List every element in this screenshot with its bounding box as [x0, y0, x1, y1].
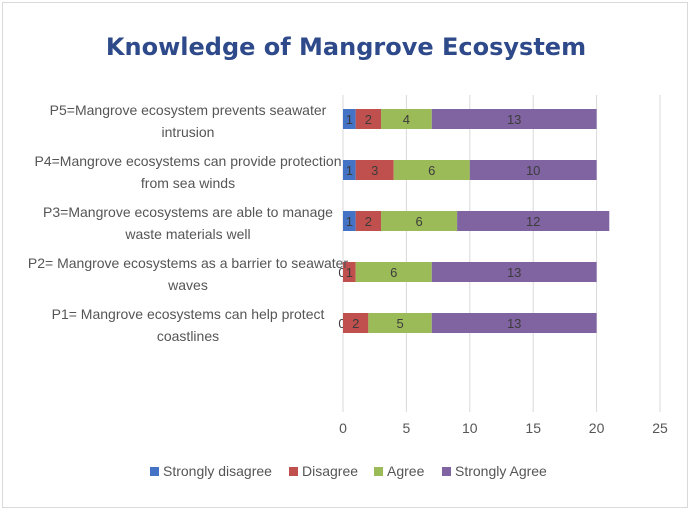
- category-label-line: from sea winds: [141, 175, 235, 191]
- bar-segment: [355, 211, 382, 231]
- category-label-line: P3=Mangrove ecosystems are able to manag…: [43, 204, 333, 220]
- legend-swatch: [442, 467, 451, 476]
- data-label: 3: [371, 163, 378, 178]
- category-label: P3=Mangrove ecosystems are able to manag…: [43, 204, 333, 242]
- bar-segments: 1 2 4 131 3 6 101 2 6 120 1 6 130 2 5 13: [338, 109, 610, 333]
- x-tick-label: 15: [525, 420, 541, 436]
- chart-frame: [2, 2, 688, 508]
- legend: Strongly disagree Disagree Agree Strongly A…: [150, 463, 547, 479]
- legend-label: Agree: [387, 463, 425, 479]
- data-label: 6: [390, 265, 397, 280]
- bar-segment: [431, 109, 597, 129]
- bar-segment: [393, 160, 470, 180]
- data-label: 13: [507, 112, 521, 127]
- data-label: 1: [346, 265, 353, 280]
- x-axis-ticks: 0 5 10 15 20 25: [339, 420, 668, 436]
- category-label-line: P2= Mangrove ecosystems as a barrier to …: [28, 255, 349, 271]
- category-labels: P5=Mangrove ecosystem prevents seawater i…: [28, 102, 349, 344]
- legend-label: Strongly disagree: [163, 463, 272, 479]
- data-label: 6: [415, 214, 422, 229]
- category-label-line: P1= Mangrove ecosystems can help protect: [52, 306, 325, 322]
- bar-segment: [355, 109, 382, 129]
- category-label-line: P4=Mangrove ecosystems can provide prote…: [35, 153, 342, 169]
- category-label-line: waste materials well: [124, 226, 250, 242]
- category-label: P2= Mangrove ecosystems as a barrier to …: [28, 255, 349, 293]
- legend-label: Strongly Agree: [455, 463, 547, 479]
- category-label: P5=Mangrove ecosystem prevents seawater i…: [50, 102, 327, 140]
- data-label: 1: [346, 112, 353, 127]
- bar-segment: [343, 313, 369, 333]
- data-label: 0: [338, 316, 345, 331]
- bar-segment: [431, 313, 597, 333]
- legend-swatch: [289, 467, 298, 476]
- bar-segment: [381, 211, 458, 231]
- bar-segment: [343, 262, 356, 282]
- x-tick-label: 0: [339, 420, 347, 436]
- bar-segment: [469, 160, 597, 180]
- bar-segment: [355, 262, 432, 282]
- bar-segment: [381, 109, 432, 129]
- data-label: 0: [338, 265, 345, 280]
- data-label: 10: [526, 163, 540, 178]
- data-label: 13: [507, 316, 521, 331]
- bar-segment: [368, 313, 432, 333]
- data-label: 1: [346, 214, 353, 229]
- bar-segment: [457, 211, 610, 231]
- x-tick-label: 5: [403, 420, 411, 436]
- data-label: 2: [365, 214, 372, 229]
- legend-swatch: [374, 467, 383, 476]
- bar-segment: [343, 160, 356, 180]
- data-label: 6: [428, 163, 435, 178]
- bar-segment: [355, 160, 394, 180]
- x-tick-label: 10: [462, 420, 478, 436]
- category-label: P4=Mangrove ecosystems can provide prote…: [35, 153, 342, 191]
- category-label-line: P5=Mangrove ecosystem prevents seawater: [50, 102, 327, 118]
- category-label-line: intrusion: [162, 124, 215, 140]
- data-label: 2: [352, 316, 359, 331]
- category-label-line: waves: [167, 277, 208, 293]
- bar-segment: [431, 262, 597, 282]
- gridlines: [342, 95, 661, 412]
- x-tick-label: 25: [652, 420, 668, 436]
- chart-title: Knowledge of Mangrove Ecosystem: [106, 33, 586, 61]
- x-tick-label: 20: [589, 420, 605, 436]
- data-label: 2: [365, 112, 372, 127]
- data-label: 12: [526, 214, 540, 229]
- legend-label: Disagree: [302, 463, 358, 479]
- data-label: 5: [396, 316, 403, 331]
- category-label: P1= Mangrove ecosystems can help protect…: [52, 306, 325, 344]
- bar-segment: [343, 211, 356, 231]
- data-label: 1: [346, 163, 353, 178]
- data-label: 13: [507, 265, 521, 280]
- bar-segment: [343, 109, 356, 129]
- data-label: 4: [403, 112, 410, 127]
- legend-swatch: [150, 467, 159, 476]
- category-label-line: coastlines: [157, 328, 219, 344]
